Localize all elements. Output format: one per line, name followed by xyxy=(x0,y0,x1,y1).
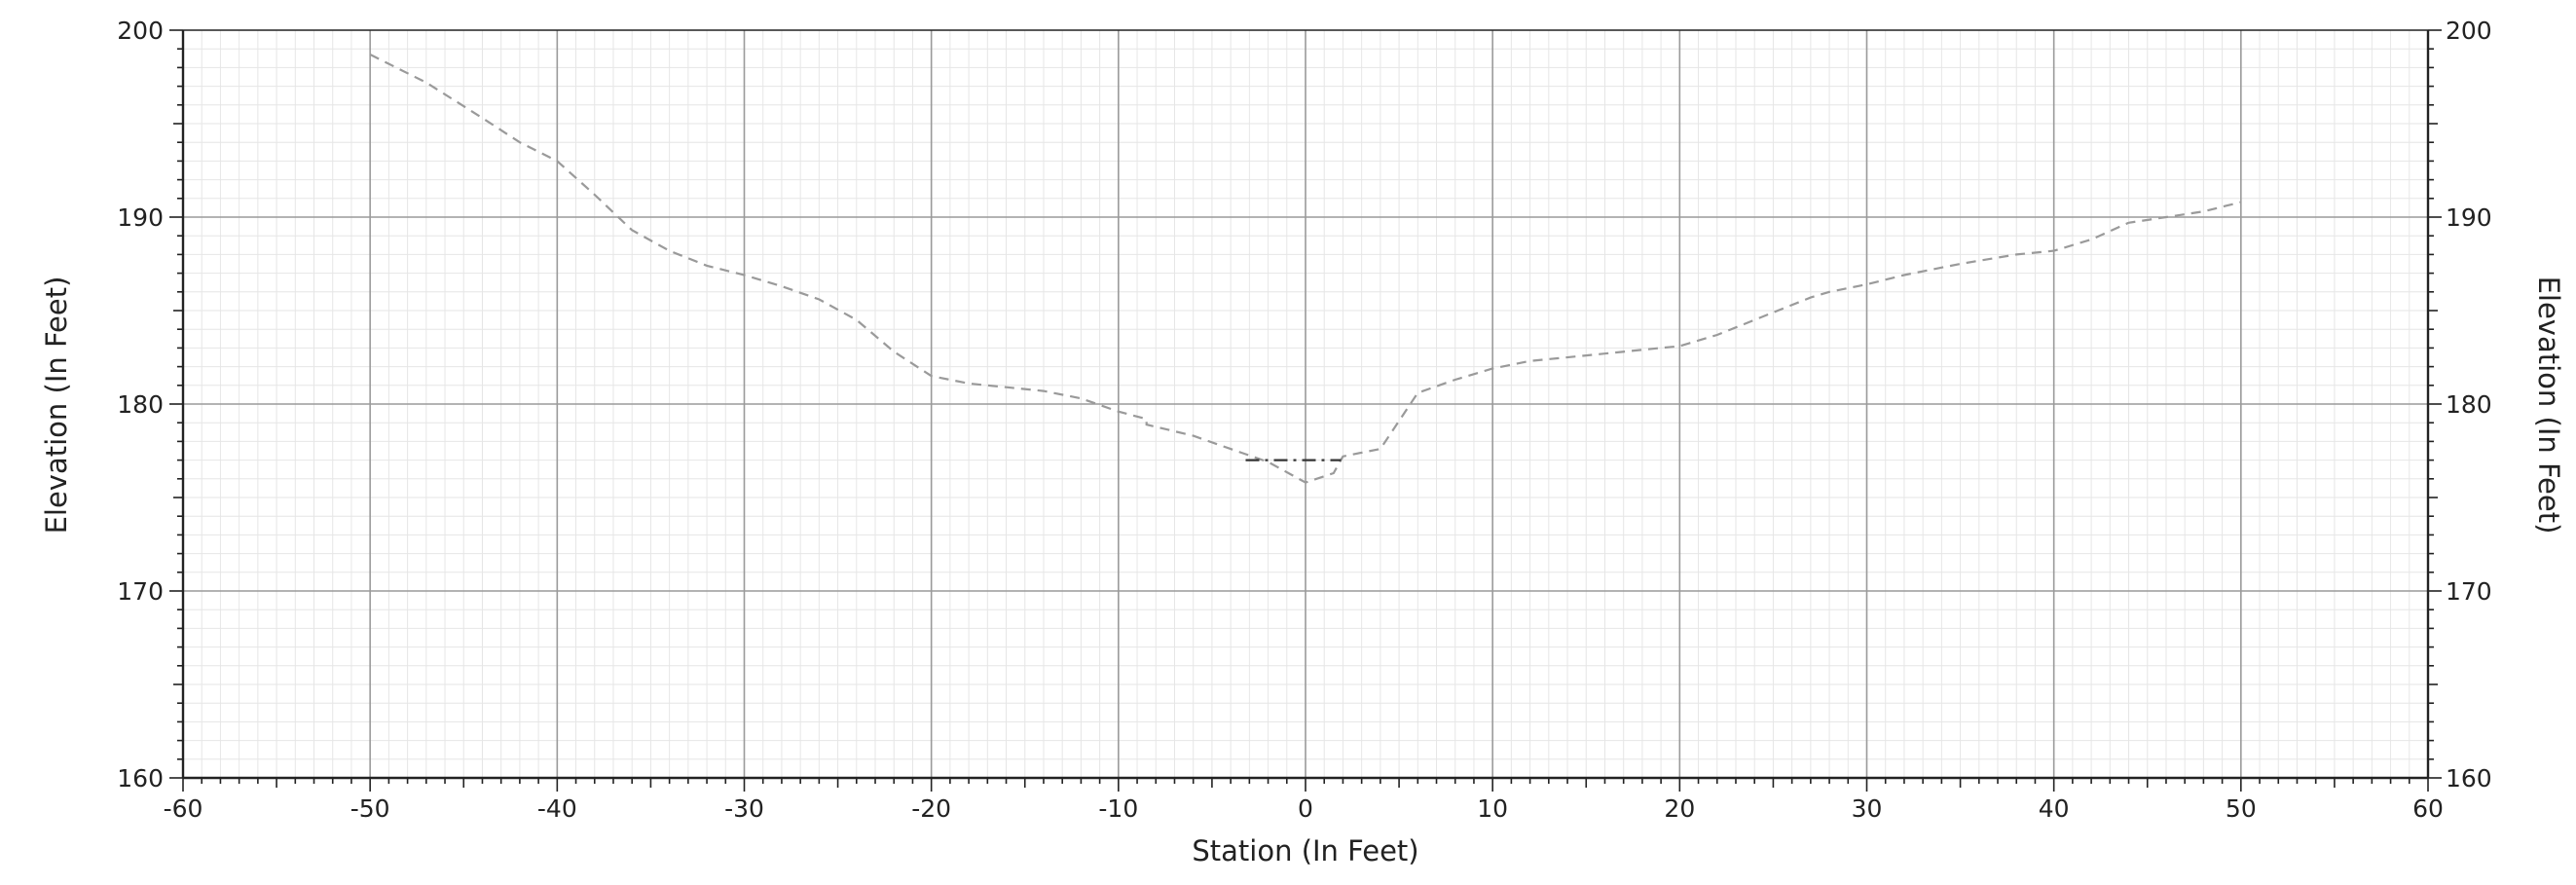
x-tick-label: 10 xyxy=(1477,794,1508,823)
x-axis-title: Station (In Feet) xyxy=(1192,834,1418,867)
y-tick-label-right: 180 xyxy=(2446,390,2492,419)
y-tick-label-right: 170 xyxy=(2446,577,2492,606)
y-tick-label-left: 180 xyxy=(117,390,164,419)
series-layer xyxy=(369,54,2242,484)
y-tick-label-right: 160 xyxy=(2446,764,2492,793)
y-tick-label-left: 170 xyxy=(117,577,164,606)
y-tick-label-right: 190 xyxy=(2446,203,2492,232)
x-tick-label: -40 xyxy=(537,794,577,823)
axis-ticks xyxy=(169,29,2442,792)
x-tick-label: -30 xyxy=(724,794,764,823)
y-tick-label-left: 160 xyxy=(117,764,164,793)
ground-profile-line xyxy=(369,54,2242,484)
x-tick-label: -20 xyxy=(911,794,951,823)
x-tick-label: -10 xyxy=(1098,794,1138,823)
x-tick-label: 0 xyxy=(1298,794,1313,823)
x-tick-label: -50 xyxy=(350,794,390,823)
y-tick-label-left: 190 xyxy=(117,203,164,232)
major-grid xyxy=(183,30,2428,778)
y-tick-label-right: 200 xyxy=(2446,17,2492,45)
x-tick-label: 50 xyxy=(2226,794,2257,823)
x-tick-label: 40 xyxy=(2039,794,2070,823)
y-axis-title-left: Elevation (In Feet) xyxy=(40,277,73,535)
y-axis-title-right: Elevation (In Feet) xyxy=(2532,277,2565,535)
x-tick-label: 30 xyxy=(1852,794,1883,823)
y-tick-label-left: 200 xyxy=(117,17,164,45)
x-tick-label: 60 xyxy=(2412,794,2444,823)
x-tick-label: -60 xyxy=(164,794,203,823)
x-tick-label: 20 xyxy=(1664,794,1695,823)
